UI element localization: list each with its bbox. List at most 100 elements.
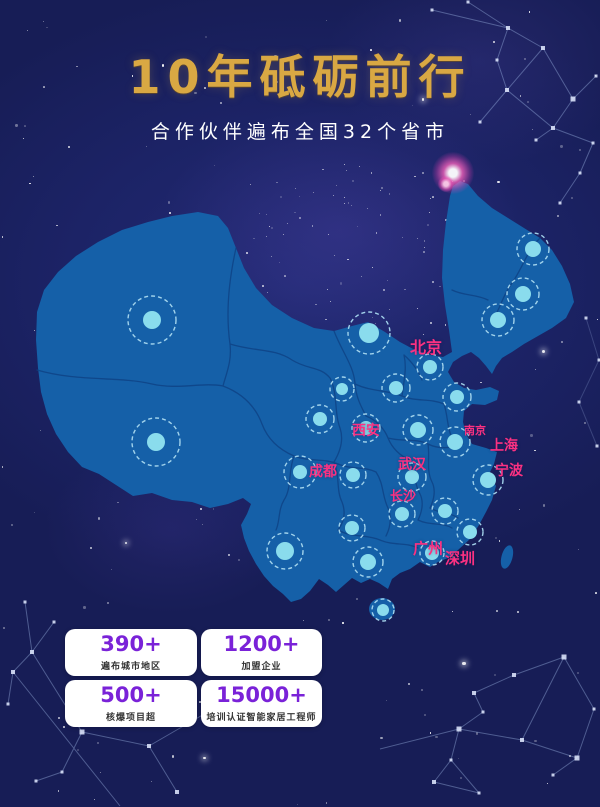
star xyxy=(274,54,277,57)
star xyxy=(556,214,559,217)
star xyxy=(203,756,206,760)
star xyxy=(375,322,377,324)
star xyxy=(344,196,346,198)
partner-marker-dot xyxy=(395,507,409,521)
star xyxy=(421,688,424,692)
star xyxy=(266,236,267,238)
stat-label: 遍布城市地区 xyxy=(100,661,161,672)
taiwan-island xyxy=(500,545,514,569)
star xyxy=(408,683,411,686)
star xyxy=(296,803,298,805)
partner-marker-ring xyxy=(431,497,459,525)
star xyxy=(542,504,546,507)
star xyxy=(560,145,563,148)
star xyxy=(325,318,327,321)
star xyxy=(282,234,284,235)
star xyxy=(387,280,388,281)
stat-value: 1200+ xyxy=(223,632,300,657)
star xyxy=(346,169,348,171)
stat-card-cities: 390+ 遍布城市地区 xyxy=(65,629,197,676)
stat-value: 15000+ xyxy=(216,683,307,708)
partner-marker-dot xyxy=(450,390,464,404)
star xyxy=(439,286,441,288)
star xyxy=(579,149,581,151)
star xyxy=(382,288,386,291)
star xyxy=(534,739,537,743)
partner-marker-dot xyxy=(410,422,426,438)
star xyxy=(339,282,342,285)
star xyxy=(262,285,265,287)
partner-marker-ring xyxy=(516,232,550,266)
partner-marker-ring xyxy=(352,546,384,578)
star xyxy=(542,350,546,354)
star xyxy=(371,172,373,174)
star xyxy=(43,20,45,22)
star xyxy=(412,105,414,107)
stat-label: 核爆项目超 xyxy=(105,712,156,723)
partner-marker-ring xyxy=(329,376,355,402)
star xyxy=(527,100,530,103)
city-label: 长沙 xyxy=(389,489,417,505)
star xyxy=(26,29,29,32)
stat-value: 390+ xyxy=(100,632,162,657)
star xyxy=(23,124,26,127)
partner-marker-ring xyxy=(439,426,471,458)
stat-value: 500+ xyxy=(100,683,162,708)
star xyxy=(15,124,18,127)
star xyxy=(268,225,270,227)
star xyxy=(495,537,497,539)
partner-marker-ring xyxy=(351,413,381,443)
star xyxy=(534,368,537,371)
partner-marker-ring xyxy=(456,518,484,546)
star xyxy=(350,204,353,206)
star xyxy=(494,673,497,676)
star xyxy=(2,627,5,630)
partner-marker-dot xyxy=(143,311,161,329)
province-borders xyxy=(36,237,541,549)
star xyxy=(97,517,101,520)
partner-marker-dot xyxy=(480,472,496,488)
star xyxy=(29,182,31,184)
partner-marker-dot xyxy=(345,521,359,535)
star xyxy=(39,429,41,431)
partner-marker-ring xyxy=(442,382,472,412)
star xyxy=(519,508,521,511)
star xyxy=(342,622,344,624)
city-label: 成都 xyxy=(309,464,337,480)
star xyxy=(578,549,580,551)
star xyxy=(302,620,305,622)
partner-marker-dot xyxy=(525,241,541,257)
star xyxy=(597,319,599,320)
star xyxy=(33,512,35,513)
star xyxy=(284,275,287,277)
star xyxy=(423,246,425,248)
partner-marker-ring xyxy=(338,514,366,542)
star xyxy=(213,164,216,167)
star xyxy=(253,237,255,240)
star xyxy=(427,224,429,226)
stat-label: 培训认证智能家居工程师 xyxy=(206,712,317,723)
star xyxy=(43,86,45,88)
star xyxy=(431,195,434,198)
partner-marker-ring xyxy=(347,311,391,355)
star xyxy=(421,98,425,101)
page-title: 10年砥砺前行 xyxy=(128,50,472,104)
star xyxy=(347,259,349,261)
stat-label: 加盟企业 xyxy=(241,661,282,672)
star xyxy=(33,175,35,177)
partner-marker-ring xyxy=(339,461,367,489)
star xyxy=(546,782,549,785)
star xyxy=(357,226,358,227)
star xyxy=(107,602,110,605)
star xyxy=(311,225,314,227)
partner-marker-dot xyxy=(276,542,294,560)
constellation-top-right xyxy=(430,0,598,205)
star xyxy=(458,758,460,760)
partner-marker-ring xyxy=(402,414,434,446)
star xyxy=(531,129,533,131)
city-label: 北京 xyxy=(409,338,443,357)
city-label: 西安 xyxy=(352,423,380,439)
partner-marker-ring xyxy=(388,500,416,528)
partner-marker-dot xyxy=(377,604,389,616)
